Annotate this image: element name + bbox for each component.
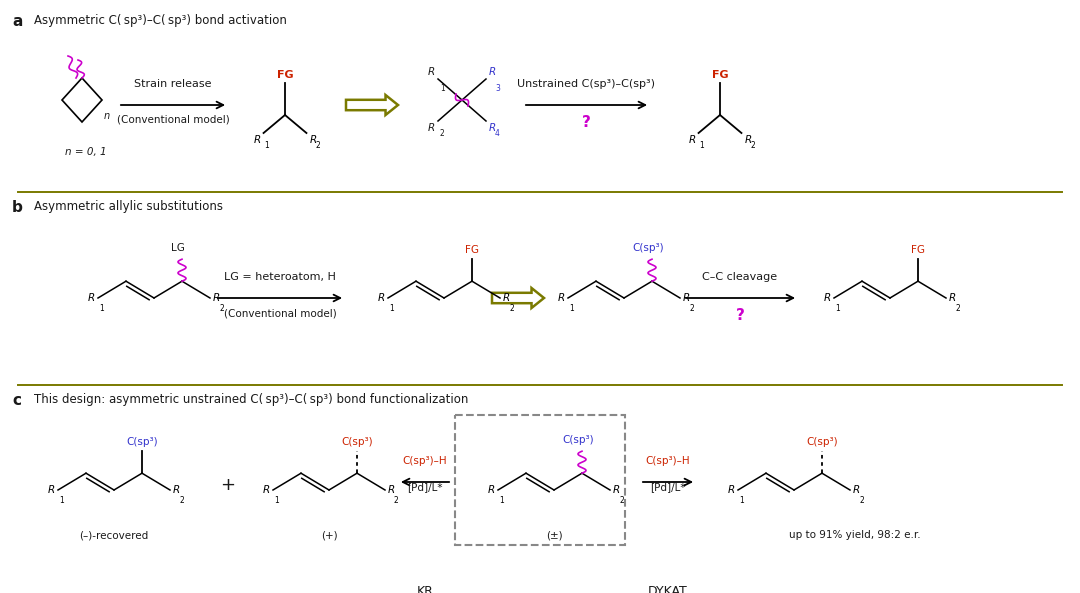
Text: 2: 2 (751, 141, 755, 150)
Text: C(sp³): C(sp³) (563, 435, 594, 445)
Text: C(sp³)–H: C(sp³)–H (403, 456, 447, 466)
Text: n: n (104, 111, 110, 121)
Text: LG = heteroatom, H: LG = heteroatom, H (224, 272, 336, 282)
Text: 1: 1 (389, 304, 394, 313)
Text: n = 0, 1: n = 0, 1 (65, 147, 107, 157)
Text: R: R (744, 135, 752, 145)
Text: FG: FG (912, 245, 924, 255)
Text: R: R (213, 293, 220, 303)
Text: Asymmetric allylic substitutions: Asymmetric allylic substitutions (33, 200, 222, 213)
Text: R: R (949, 293, 956, 303)
Text: R: R (613, 485, 620, 495)
Text: R: R (378, 293, 384, 303)
Text: R: R (310, 135, 316, 145)
Text: 1: 1 (59, 496, 64, 505)
Text: (±): (±) (545, 530, 563, 540)
Text: R: R (728, 485, 735, 495)
Text: (–)-recovered: (–)-recovered (79, 530, 149, 540)
Text: 1: 1 (499, 496, 503, 505)
Text: 2: 2 (394, 496, 399, 505)
Text: R: R (824, 293, 831, 303)
Text: 1: 1 (700, 141, 704, 150)
Text: 3: 3 (495, 84, 500, 93)
Text: C(sp³): C(sp³) (341, 437, 373, 447)
Text: R: R (428, 67, 435, 77)
Text: R: R (428, 123, 435, 133)
Text: R: R (173, 485, 180, 495)
Text: up to 91% yield, 98:2 e.r.: up to 91% yield, 98:2 e.r. (789, 530, 921, 540)
Text: 1: 1 (99, 304, 104, 313)
Text: Strain release: Strain release (134, 79, 212, 89)
Text: FG: FG (465, 245, 480, 255)
Text: FG: FG (276, 70, 294, 80)
Text: ?: ? (581, 115, 591, 130)
Text: C(sp³): C(sp³) (806, 437, 838, 447)
Text: R: R (488, 485, 495, 495)
Text: (Conventional model): (Conventional model) (117, 115, 229, 125)
Text: b: b (12, 200, 23, 215)
Text: (+): (+) (321, 530, 337, 540)
Text: +: + (220, 476, 235, 494)
Text: 2: 2 (179, 496, 184, 505)
Text: 2: 2 (509, 304, 514, 313)
Text: R: R (853, 485, 861, 495)
Text: [Pd]/L*: [Pd]/L* (407, 482, 443, 492)
Text: R: R (557, 293, 565, 303)
Text: 2: 2 (955, 304, 960, 313)
Text: (Conventional model): (Conventional model) (224, 308, 336, 318)
Text: R: R (388, 485, 395, 495)
Text: R: R (262, 485, 270, 495)
Text: R: R (683, 293, 690, 303)
Text: R: R (489, 67, 496, 77)
Text: R: R (688, 135, 696, 145)
Text: DYKAT: DYKAT (648, 585, 688, 593)
Text: 1: 1 (569, 304, 573, 313)
Text: a: a (12, 14, 23, 29)
Text: 2: 2 (315, 141, 320, 150)
Text: C(sp³): C(sp³) (632, 243, 664, 253)
Text: R: R (48, 485, 55, 495)
Text: ?: ? (735, 308, 744, 323)
Text: R: R (503, 293, 510, 303)
Text: R: R (489, 123, 496, 133)
Text: KR: KR (417, 585, 433, 593)
Text: 2: 2 (859, 496, 864, 505)
Text: C–C cleavage: C–C cleavage (702, 272, 778, 282)
Text: 2: 2 (440, 129, 445, 138)
Text: [Pd]/L*: [Pd]/L* (650, 482, 686, 492)
Text: 2: 2 (219, 304, 224, 313)
Text: R: R (87, 293, 95, 303)
Text: FG: FG (712, 70, 728, 80)
Text: Unstrained C(sp³)–C(sp³): Unstrained C(sp³)–C(sp³) (517, 79, 654, 89)
Text: Asymmetric C( sp³)–C( sp³) bond activation: Asymmetric C( sp³)–C( sp³) bond activati… (33, 14, 287, 27)
Text: 1: 1 (440, 84, 445, 93)
Text: 1: 1 (739, 496, 744, 505)
Text: C(sp³): C(sp³) (126, 437, 158, 447)
Text: C(sp³)–H: C(sp³)–H (646, 456, 690, 466)
Text: 1: 1 (265, 141, 269, 150)
Text: This design: asymmetric unstrained C( sp³)–C( sp³) bond functionalization: This design: asymmetric unstrained C( sp… (33, 393, 469, 406)
Text: LG: LG (171, 243, 185, 253)
Text: 2: 2 (689, 304, 693, 313)
Text: 2: 2 (619, 496, 624, 505)
Text: 1: 1 (835, 304, 840, 313)
Text: 4: 4 (495, 129, 500, 138)
FancyBboxPatch shape (455, 415, 625, 545)
Text: 1: 1 (274, 496, 279, 505)
Text: R: R (254, 135, 260, 145)
Text: c: c (12, 393, 21, 408)
